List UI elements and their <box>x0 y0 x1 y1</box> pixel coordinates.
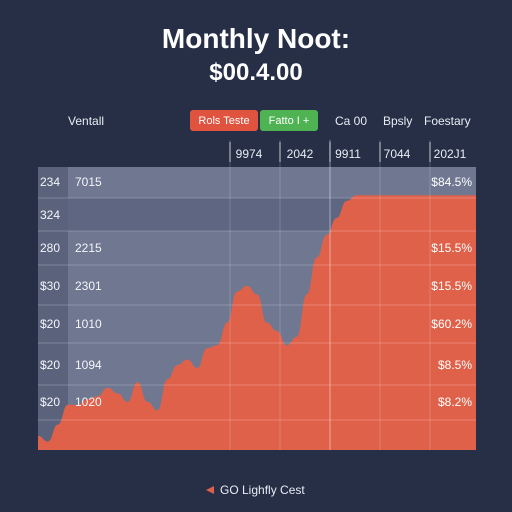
row-value: 7015 <box>75 175 102 189</box>
row-percent: $8.2% <box>438 395 472 409</box>
row-percent: $84.5% <box>431 175 472 189</box>
row-label: $20 <box>40 395 60 409</box>
chart-title: Monthly Noot: <box>162 23 350 54</box>
row-percent: $8.5% <box>438 358 472 372</box>
column-label: 2042 <box>287 147 314 161</box>
chip-green[interactable]: Fatto I + <box>260 110 318 131</box>
row-label: 234 <box>40 175 60 189</box>
toolbar-item-1: Ca 00 <box>335 114 367 128</box>
column-labels: 9974 2042 9911 7044 202J1 <box>236 147 467 161</box>
row-label: $20 <box>40 358 60 372</box>
arrow-marker-icon <box>206 486 214 494</box>
row-value: 1010 <box>75 317 102 331</box>
toolbar-item-3: Foestary <box>424 114 471 128</box>
column-label: 7044 <box>384 147 411 161</box>
legend: GO Lighfly Cest <box>206 483 305 497</box>
row-value: 1094 <box>75 358 102 372</box>
row-label: 324 <box>40 208 60 222</box>
chip-red-label[interactable]: Rols Teste <box>198 115 249 127</box>
row-value: 1020 <box>75 395 102 409</box>
column-label: 202J1 <box>434 147 467 161</box>
chip-red[interactable]: Rols Teste <box>190 110 258 131</box>
chart-subtitle: $00.4.00 <box>209 59 302 86</box>
row-value: 2215 <box>75 241 102 255</box>
row-percent: $15.5% <box>431 241 472 255</box>
legend-label: GO Lighfly Cest <box>220 483 305 497</box>
chip-green-label[interactable]: Fatto I + <box>269 115 310 127</box>
toolbar-left-label: Ventall <box>68 114 104 128</box>
column-label: 9911 <box>335 147 361 161</box>
row-percent: $15.5% <box>431 279 472 293</box>
toolbar-item-2: Bpsly <box>383 114 412 128</box>
column-label: 9974 <box>236 147 263 161</box>
row-percent: $60.2% <box>431 317 472 331</box>
row-value: 2301 <box>75 279 102 293</box>
row-label: $30 <box>40 279 60 293</box>
row-label: $20 <box>40 317 60 331</box>
row-label: 280 <box>40 241 60 255</box>
